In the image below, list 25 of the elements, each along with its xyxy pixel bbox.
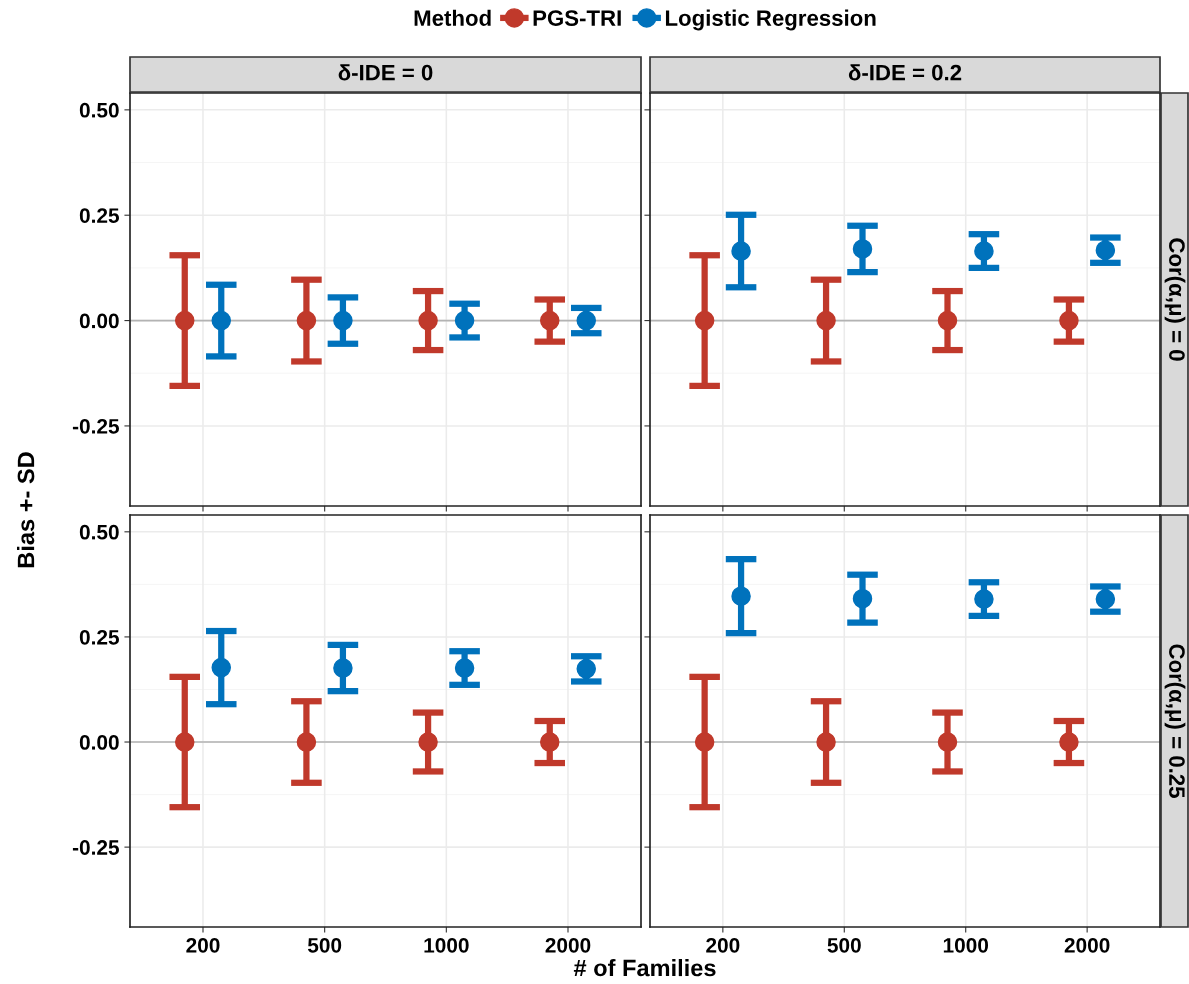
y2-axis-title: Cor(α,μ) = 0 bbox=[1164, 238, 1186, 361]
y-axis-title: Bias +- SD bbox=[17, 452, 35, 568]
x-tick-label: 1000 bbox=[943, 937, 989, 953]
x-tick-label: 200 bbox=[706, 937, 740, 953]
x-tick-label: 1000 bbox=[424, 937, 469, 953]
legend-title: Method bbox=[414, 9, 491, 26]
y2-axis-title: Cor(α,μ) = 0.25 bbox=[1164, 644, 1186, 798]
y-tick-label: 0.00 bbox=[79, 735, 119, 750]
y-tick-label: 0.50 bbox=[79, 524, 119, 540]
x-tick-label: 2000 bbox=[545, 937, 591, 953]
chart-title: δ-IDE = 0.2 bbox=[848, 64, 962, 81]
legend-label: PGS-TRI bbox=[533, 10, 621, 26]
x-tick-label: 2000 bbox=[1064, 937, 1110, 953]
legend-label: Logistic Regression bbox=[665, 9, 876, 31]
y-tick-label: 0.25 bbox=[79, 208, 120, 223]
y-tick-label: 0.00 bbox=[79, 313, 119, 329]
y-tick-label: 0.50 bbox=[79, 102, 119, 118]
y-tick-label: -0.25 bbox=[72, 840, 120, 855]
y-tick-label: 0.25 bbox=[79, 629, 120, 645]
chart-title: δ-IDE = 0 bbox=[338, 64, 433, 81]
y-tick-label: -0.25 bbox=[72, 418, 120, 434]
x-tick-label: 200 bbox=[186, 937, 220, 953]
x-tick-label: 500 bbox=[307, 937, 342, 953]
x-tick-label: 500 bbox=[827, 937, 861, 953]
x-axis-title: # of Families bbox=[573, 958, 716, 977]
